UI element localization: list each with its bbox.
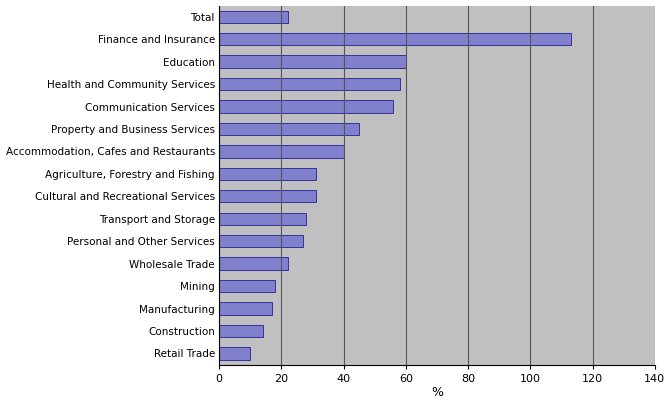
Bar	[219, 100, 393, 113]
Bar	[219, 325, 262, 337]
Bar	[219, 145, 344, 158]
Bar	[219, 235, 303, 247]
Bar	[219, 280, 275, 292]
X-axis label: %: %	[431, 386, 443, 399]
Bar	[219, 78, 400, 90]
Bar	[219, 303, 272, 315]
Bar	[219, 190, 315, 202]
Bar	[219, 55, 406, 68]
Bar	[219, 168, 315, 180]
Bar	[219, 123, 359, 135]
Bar	[219, 33, 571, 45]
Bar	[219, 11, 288, 23]
Bar	[219, 258, 288, 270]
Bar	[219, 347, 250, 360]
Bar	[219, 213, 306, 225]
